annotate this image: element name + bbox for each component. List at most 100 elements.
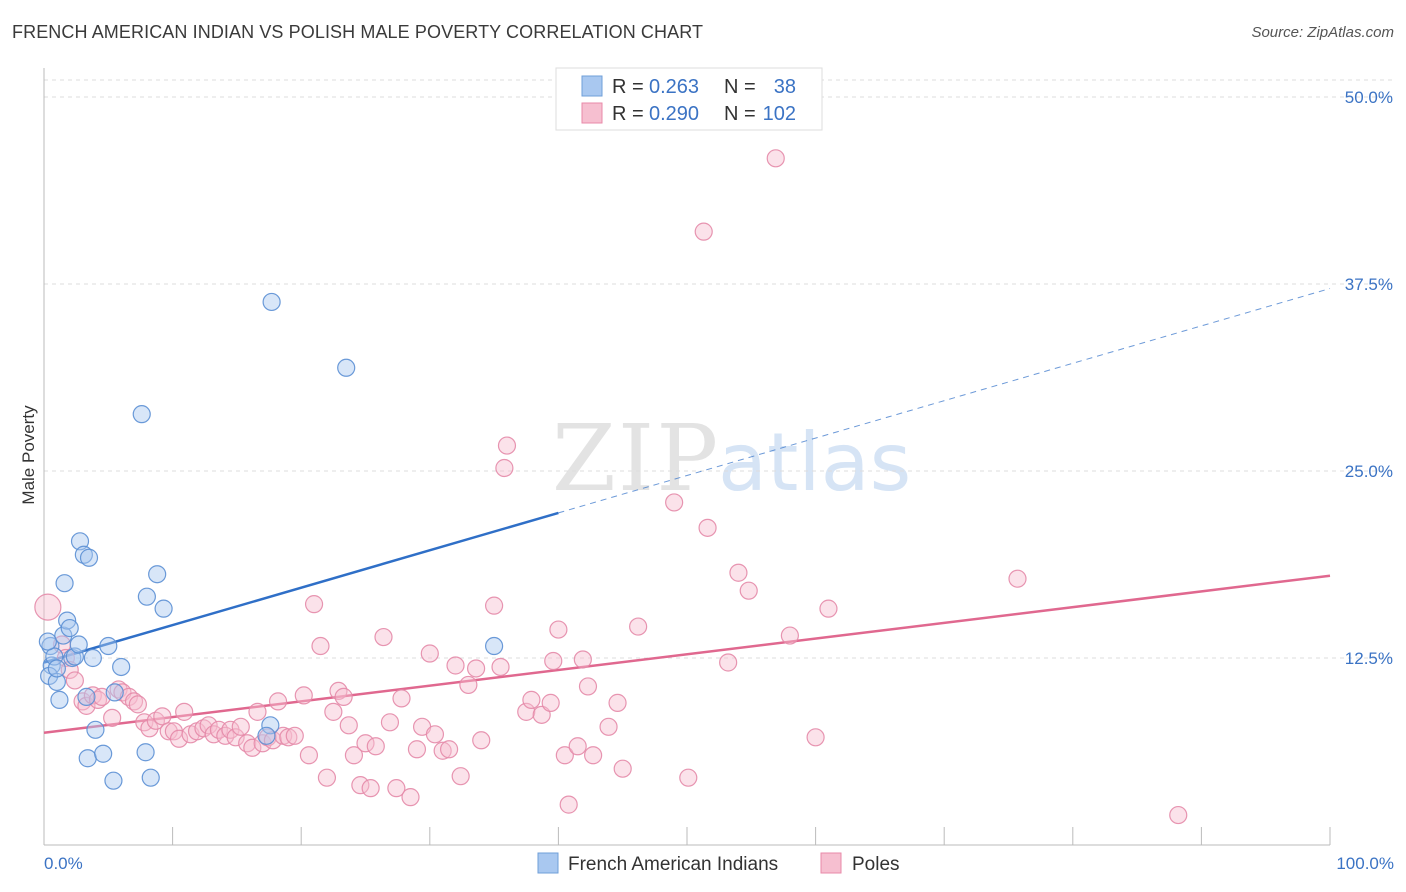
grid-lines: 12.5% 25.0% 37.5% 50.0%: [44, 79, 1393, 668]
point-poles: [103, 708, 122, 727]
watermark: ZIP atlas: [552, 405, 911, 512]
point-french-american-indians: [105, 683, 124, 702]
point-poles: [135, 713, 154, 732]
point-poles: [608, 693, 627, 712]
point-french-american-indians: [154, 599, 173, 618]
y-tick-label: 50.0%: [1345, 88, 1393, 107]
point-poles: [568, 737, 587, 756]
x-tick-label-min: 0.0%: [44, 854, 83, 873]
point-french-american-indians: [261, 716, 280, 735]
point-french-american-indians: [38, 632, 57, 651]
point-poles: [334, 687, 353, 706]
y-tick-label: 37.5%: [1345, 275, 1393, 294]
source-label: Source: ZipAtlas.com: [1251, 24, 1394, 41]
point-poles: [819, 599, 838, 618]
point-french-american-indians: [86, 720, 105, 739]
point-poles: [517, 702, 536, 721]
point-poles: [446, 656, 465, 675]
point-poles: [578, 677, 598, 696]
legend-r-value: 0.263: [649, 76, 699, 98]
watermark-atlas: atlas: [718, 416, 911, 509]
point-french-american-indians: [485, 636, 504, 656]
point-french-american-indians: [45, 647, 64, 666]
y-axis-label: Male Poverty: [19, 405, 38, 505]
point-poles: [613, 759, 632, 778]
point-poles: [698, 518, 717, 537]
point-poles: [1169, 805, 1188, 825]
point-poles: [56, 648, 75, 668]
point-poles: [584, 746, 603, 765]
point-french-american-indians: [50, 690, 69, 709]
point-poles: [175, 702, 194, 721]
legend-swatch-french-american-indians: [581, 75, 603, 97]
point-poles: [433, 741, 452, 760]
point-french-american-indians: [74, 545, 93, 564]
point-poles: [153, 707, 172, 726]
point-poles: [549, 620, 568, 639]
series-legend-swatch-french-american-indians: [537, 852, 559, 874]
series-legend-swatch-poles: [820, 852, 842, 874]
point-poles: [665, 493, 684, 512]
point-poles: [522, 690, 541, 709]
point-poles: [34, 593, 62, 621]
point-poles: [407, 740, 427, 759]
point-poles: [380, 713, 400, 732]
point-poles: [285, 726, 304, 745]
series-legend: French American Indians Poles: [537, 852, 900, 875]
point-poles: [719, 653, 738, 672]
legend-n-value: 38: [774, 76, 796, 98]
point-poles: [169, 729, 189, 748]
point-french-american-indians: [104, 771, 123, 790]
point-poles: [544, 651, 563, 671]
point-poles: [425, 725, 445, 744]
point-poles: [439, 740, 459, 759]
legend-r-label: R =: [612, 103, 644, 125]
point-french-american-indians: [60, 618, 79, 638]
point-poles: [243, 738, 262, 757]
point-poles: [491, 657, 510, 677]
point-poles: [299, 746, 319, 765]
trend-line-french-american-indians: [43, 511, 559, 664]
point-poles: [268, 692, 288, 711]
point-poles: [317, 768, 337, 787]
legend-r-label: R =: [612, 76, 644, 98]
series-legend-label-french-american-indians: French American Indians: [568, 854, 778, 875]
point-poles: [226, 728, 245, 747]
point-poles: [344, 746, 364, 765]
point-poles: [311, 636, 330, 656]
point-poles: [356, 734, 375, 753]
point-poles: [401, 788, 420, 807]
point-french-american-indians: [54, 626, 73, 645]
point-poles: [339, 716, 358, 735]
data-points: [34, 149, 1188, 825]
point-french-american-indians: [47, 659, 66, 678]
y-tick-label: 25.0%: [1345, 462, 1393, 481]
x-tick-label-max: 100.0%: [1336, 854, 1394, 873]
point-french-american-indians: [94, 744, 113, 763]
point-poles: [304, 595, 324, 614]
point-poles: [466, 659, 486, 678]
point-poles: [451, 767, 470, 786]
point-poles: [279, 728, 298, 747]
series-legend-label-poles: Poles: [852, 854, 900, 875]
point-poles: [806, 728, 825, 747]
point-french-american-indians: [65, 647, 84, 666]
legend-n-label: N =: [724, 103, 756, 125]
point-poles: [128, 695, 147, 714]
point-poles: [497, 436, 517, 455]
point-french-american-indians: [141, 768, 160, 787]
trend-line-poles: [43, 574, 1331, 735]
trend-line-french-american-indians-extension: [558, 288, 1331, 514]
point-french-american-indians: [83, 648, 102, 668]
point-french-american-indians: [99, 636, 118, 656]
point-french-american-indians: [77, 687, 96, 706]
point-poles: [387, 779, 406, 798]
point-poles: [392, 689, 411, 708]
trend-lines: [43, 288, 1331, 735]
point-poles: [573, 650, 592, 669]
point-poles: [739, 581, 758, 600]
point-poles: [329, 681, 348, 701]
point-french-american-indians: [137, 587, 156, 606]
point-french-american-indians: [69, 635, 88, 654]
